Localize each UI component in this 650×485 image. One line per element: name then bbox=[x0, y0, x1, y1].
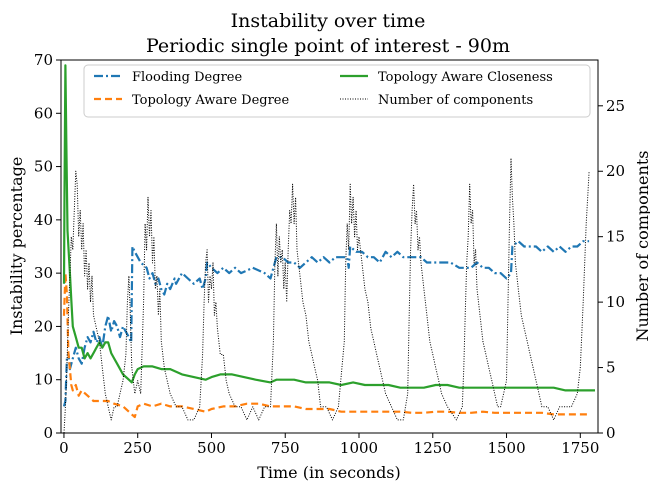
y2-tick-label: 5 bbox=[606, 359, 616, 377]
x-tick-label: 1000 bbox=[340, 439, 378, 457]
plot-background bbox=[61, 60, 598, 433]
series-line-1 bbox=[62, 272, 590, 419]
y-tick-label: 70 bbox=[34, 51, 53, 69]
y2-tick-label: 10 bbox=[606, 293, 625, 311]
x-tick-label: 0 bbox=[59, 439, 69, 457]
y2-axis-label: Number of components bbox=[633, 151, 650, 342]
y2-tick-label: 15 bbox=[606, 228, 625, 246]
y-tick-label: 30 bbox=[34, 264, 53, 282]
y-tick-label: 20 bbox=[34, 317, 53, 335]
x-axis-label: Time (in seconds) bbox=[257, 463, 401, 482]
x-tick-label: 1750 bbox=[561, 439, 599, 457]
legend-box bbox=[83, 64, 591, 118]
y-axis-label: Instability percentage bbox=[7, 157, 26, 336]
series-line-2 bbox=[62, 64, 595, 392]
axes-layer: 0 250 500 750 1000 1250 1500 175001020304050607… bbox=[34, 51, 625, 457]
y2-tick-label: 25 bbox=[606, 97, 625, 115]
x-tick-label: 1250 bbox=[414, 439, 452, 457]
x-tick-label: 500 bbox=[197, 439, 226, 457]
legend-label-3: Number of components bbox=[378, 93, 533, 108]
plot-area bbox=[61, 60, 598, 433]
y-tick-label: 50 bbox=[34, 158, 53, 176]
x-tick-label: 750 bbox=[271, 439, 300, 457]
y-tick-label: 40 bbox=[34, 211, 53, 229]
y-tick-label: 0 bbox=[43, 424, 53, 442]
legend-label-2: Topology Aware Closeness bbox=[378, 70, 553, 85]
x-tick-label: 1500 bbox=[487, 439, 525, 457]
legend-label-0: Flooding Degree bbox=[132, 70, 242, 85]
chart-legend: Flooding Degree Topology Aware Closeness T… bbox=[83, 64, 591, 118]
series-line-0 bbox=[62, 240, 590, 407]
legend-label-1: Topology Aware Degree bbox=[132, 93, 289, 108]
series-line-3 bbox=[63, 157, 590, 434]
x-tick-label: 250 bbox=[123, 439, 152, 457]
chart-subtitle: Periodic single point of interest - 90m bbox=[146, 35, 510, 57]
series-layer bbox=[62, 64, 595, 434]
y2-tick-label: 0 bbox=[606, 424, 616, 442]
y-tick-label: 60 bbox=[34, 104, 53, 122]
chart-title: Instability over time bbox=[231, 10, 426, 32]
plot-frame bbox=[60, 59, 599, 434]
y-tick-label: 10 bbox=[34, 371, 53, 389]
y2-tick-label: 20 bbox=[606, 162, 625, 180]
